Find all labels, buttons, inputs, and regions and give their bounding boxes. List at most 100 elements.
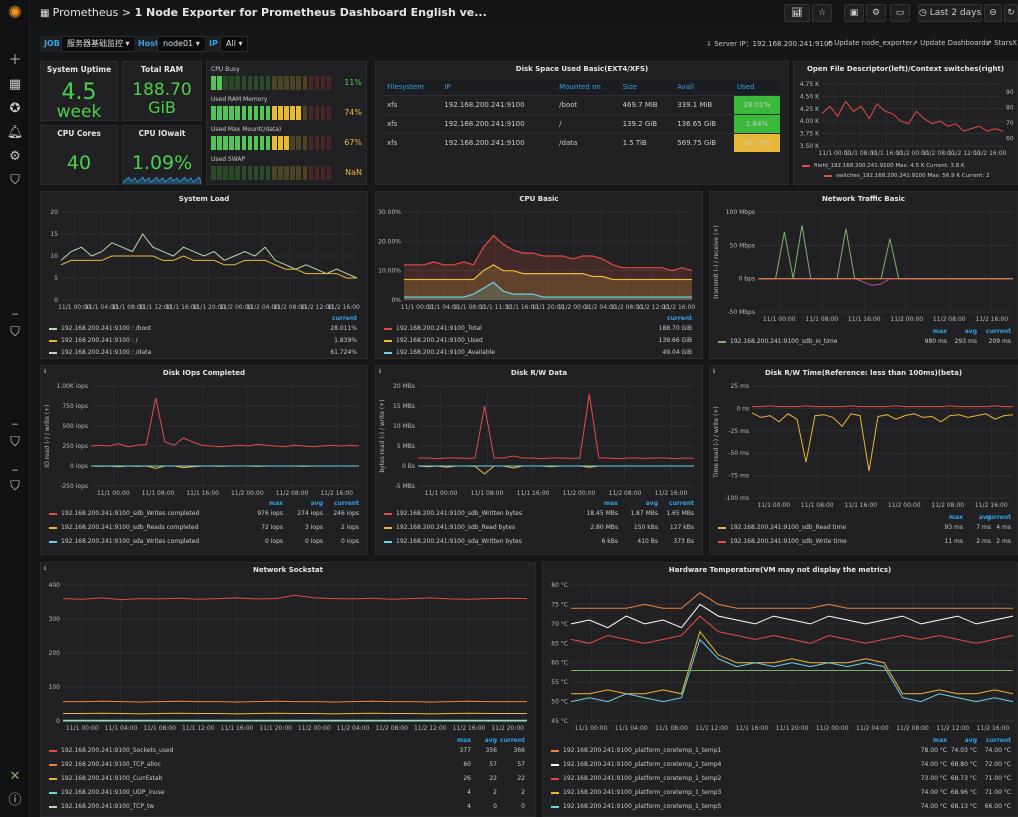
system-load-panel[interactable]: System Load 0 5 10 15 20 11/1 00:00 11/1 04:00… <box>40 191 368 359</box>
legend-item[interactable]: 192.168.200.241:9100_platform_coretemp_1… <box>551 789 1011 800</box>
disk-table-col-header[interactable]: Avail <box>674 80 734 95</box>
alert-bell-icon[interactable]: 🔔︎ <box>6 125 24 140</box>
ip-var-select[interactable]: All ▾ <box>220 36 249 52</box>
hardware-temp-panel[interactable]: Hardware Temperature(VM may not display … <box>542 562 1018 817</box>
open-file-legend-2[interactable]: switches_192.168.200.241:9100 Max: 56.9 … <box>824 173 1011 184</box>
legend-item[interactable]: 192.168.200.241:9100_sda_Writes complete… <box>49 538 361 549</box>
legend-item[interactable]: 192.168.200.241:9100_Used <box>384 337 696 348</box>
info-icon[interactable]: ℹ <box>44 368 47 375</box>
legend-col-header[interactable]: current <box>500 737 525 744</box>
legend-col-header[interactable]: current <box>667 315 692 322</box>
plugin-icon[interactable]: ✕ <box>9 769 21 784</box>
legend-col-header[interactable]: current <box>986 737 1011 744</box>
disk-rw-panel[interactable]: ℹ Disk R/W Data -5 MBs 0 Bs 5 MBs 10 MBs 15 … <box>375 365 703 555</box>
legend-col-header[interactable]: current <box>986 328 1011 335</box>
legend-item[interactable]: 192.168.200.241:9100_Available <box>384 349 696 358</box>
uptime-panel[interactable]: System Uptime 4.5 week <box>40 61 118 121</box>
legend-item[interactable]: 192.168.200.241:9100_sda_Written bytes <box>384 538 696 549</box>
legend-item[interactable]: 192.168.200.241:9100_platform_coretemp_1… <box>551 761 1011 772</box>
grafana-logo-icon[interactable]: ✺ <box>7 3 23 23</box>
legend-col-header[interactable]: max <box>268 500 283 507</box>
legend-col-header[interactable]: avg <box>964 328 977 335</box>
legend-col-header[interactable]: max <box>948 514 963 521</box>
server-ip-link[interactable]: ⇩ Server IP：192.168.200.241:9100 <box>706 40 833 48</box>
collapse-icon[interactable]: − <box>11 310 19 320</box>
refresh-icon[interactable]: ↻ <box>1004 4 1018 22</box>
legend-item[interactable]: 192.168.200.241:9100_platform_coretemp_1… <box>551 747 1011 758</box>
dashboards-icon[interactable]: ▦ <box>8 77 22 92</box>
cpu-basic-panel[interactable]: CPU Basic 0% 10.00% 20.00% 30.00% 11/1 00:00… <box>375 191 703 359</box>
legend-item[interactable]: 192.168.200.241:9100 : /data <box>49 349 361 358</box>
legend-col-header[interactable]: current <box>986 514 1011 521</box>
legend-item[interactable]: 192.168.200.241:9100_sdb_Writes complete… <box>49 510 361 521</box>
legend-col-header[interactable]: avg <box>964 737 977 744</box>
legend-col-header[interactable]: max <box>603 500 618 507</box>
info-icon[interactable]: ℹ <box>379 368 382 375</box>
host-var-select[interactable]: node01 ▾ <box>157 36 206 52</box>
open-file-panel[interactable]: Open File Descriptor(left)/Context switc… <box>793 61 1018 185</box>
legend-col-header[interactable]: avg <box>645 500 658 507</box>
legend-col-header[interactable]: max <box>456 737 471 744</box>
explore-icon[interactable]: ✪ <box>9 101 21 116</box>
disk-table-col-header[interactable]: Mounted on <box>556 80 620 95</box>
legend-item[interactable]: 192.168.200.241:9100_platform_coretemp_1… <box>551 803 1011 814</box>
collapse-icon[interactable]: − <box>11 466 19 476</box>
shield-icon[interactable]: ⛉ <box>10 173 20 188</box>
legend-item[interactable]: 192.168.200.241:9100_sdb_Write time <box>718 538 1011 549</box>
legend-col-header[interactable]: max <box>932 737 947 744</box>
legend-col-header[interactable]: max <box>932 328 947 335</box>
disk-iops-panel[interactable]: ℹ Disk IOps Completed -250 iops 0 iops 250… <box>40 365 368 555</box>
add-icon[interactable]: ＋ <box>8 53 22 68</box>
star-icon[interactable]: ☆ <box>812 4 832 22</box>
legend-col-header[interactable]: current <box>669 500 694 507</box>
legend-item[interactable]: 192.168.200.241:9100_CurrEstab <box>49 775 529 786</box>
info-icon[interactable]: ℹ <box>44 565 47 572</box>
legend-item[interactable]: 192.168.200.241:9100_sdb_Read bytes <box>384 524 696 535</box>
legend-item[interactable]: 192.168.200.241:9100_UDP_inuse <box>49 789 529 800</box>
shield-icon[interactable]: ⛉ <box>10 325 20 340</box>
legend-item[interactable]: 192.168.200.241:9100_sdb_Written bytes <box>384 510 696 521</box>
disk-table-col-header[interactable]: Size <box>619 80 675 95</box>
gear-icon[interactable]: ⚙ <box>9 149 21 164</box>
legend-item[interactable]: 192.168.200.241:9100_sdb_Read time <box>718 524 1011 535</box>
update-node-link[interactable]: ⇗ Update node_exporter <box>826 39 913 47</box>
legend-col-header[interactable]: avg <box>978 514 991 521</box>
legend-col-header[interactable]: avg <box>484 737 497 744</box>
settings-gear-icon[interactable]: ⚙ <box>866 4 886 22</box>
legend-item[interactable]: 192.168.200.241:9100_Total <box>384 325 696 336</box>
zoom-out-icon[interactable]: ⊖ <box>984 4 1002 22</box>
cpu-iowait-panel[interactable]: CPU IOwait 1.09% <box>122 125 202 185</box>
save-icon[interactable]: ▣ <box>844 4 864 22</box>
legend-item[interactable]: 192.168.200.241:9100 : / <box>49 337 361 348</box>
network-sockstat-panel[interactable]: ℹ Network Sockstat 0 100 200 300 400 11/1 00:… <box>40 562 536 817</box>
legend-item[interactable]: 192.168.200.241:9100_TCP_tw <box>49 803 529 814</box>
disk-table-col-header[interactable]: IP <box>441 80 557 95</box>
collapse-icon[interactable]: − <box>11 420 19 430</box>
time-picker-button[interactable]: ◷ Last 2 days ▾ <box>918 4 989 22</box>
legend-col-header[interactable]: current <box>332 315 357 322</box>
legend-col-header[interactable]: current <box>334 500 359 507</box>
disk-space-table-panel[interactable]: Disk Space Used Basic(EXT4/XFS) Filesyst… <box>375 61 789 185</box>
dashboard-title[interactable]: 1 Node Exporter for Prometheus Dashboard… <box>134 6 487 19</box>
legend-item[interactable]: 192.168.200.241:9100_sdb_io_time <box>718 338 1011 349</box>
legend-item[interactable]: 192.168.200.241:9100_Sockets_used <box>49 747 529 758</box>
stars-link[interactable]: ⇗ StarsX <box>986 39 1017 47</box>
job-var-select[interactable]: 服务器基础监控 ▾ <box>61 36 136 52</box>
disk-table-col-header[interactable]: Filesystem <box>384 80 442 95</box>
network-traffic-panel[interactable]: Network Traffic Basic -50 Mbps 0 bps 50 Mb… <box>709 191 1018 359</box>
breadcrumb-root[interactable]: Prometheus <box>52 6 119 19</box>
shield-icon[interactable]: ⛉ <box>10 435 20 450</box>
legend-item[interactable]: 192.168.200.241:9100_TCP_alloc <box>49 761 529 772</box>
legend-item[interactable]: 192.168.200.241:9100 : /boot <box>49 325 361 336</box>
help-icon[interactable]: ⓘ <box>8 793 22 808</box>
tv-mode-icon[interactable]: ▭ <box>890 4 910 22</box>
legend-item[interactable]: 192.168.200.241:9100_platform_coretemp_1… <box>551 775 1011 786</box>
total-ram-panel[interactable]: Total RAM 188.70 GiB <box>122 61 202 121</box>
disk-table-col-header[interactable]: Used <box>734 80 780 95</box>
legend-col-header[interactable]: avg <box>310 500 323 507</box>
disk-rw-time-panel[interactable]: ℹ Disk R/W Time(Reference: less than 100… <box>709 365 1018 555</box>
info-icon[interactable]: ℹ <box>713 368 716 375</box>
open-file-legend-1[interactable]: filefd_192.168.200.241:9100 Max: 4.5 K C… <box>802 163 1011 174</box>
cpu-cores-panel[interactable]: CPU Cores 40 <box>40 125 118 185</box>
resource-bargauge-panel[interactable]: CPU Busy 11% Used RAM Memory 74% Used Max Mo… <box>206 61 367 185</box>
